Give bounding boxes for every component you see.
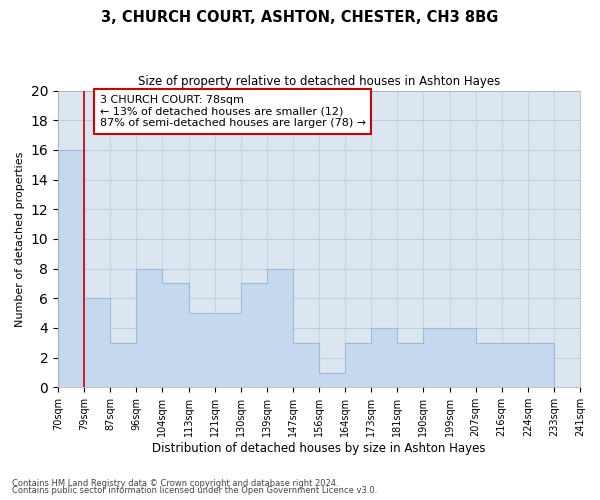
Text: Contains public sector information licensed under the Open Government Licence v3: Contains public sector information licen… xyxy=(12,486,377,495)
Text: Contains HM Land Registry data © Crown copyright and database right 2024.: Contains HM Land Registry data © Crown c… xyxy=(12,478,338,488)
Y-axis label: Number of detached properties: Number of detached properties xyxy=(15,152,25,326)
X-axis label: Distribution of detached houses by size in Ashton Hayes: Distribution of detached houses by size … xyxy=(152,442,486,455)
Text: 3, CHURCH COURT, ASHTON, CHESTER, CH3 8BG: 3, CHURCH COURT, ASHTON, CHESTER, CH3 8B… xyxy=(101,10,499,25)
Title: Size of property relative to detached houses in Ashton Hayes: Size of property relative to detached ho… xyxy=(138,75,500,88)
Text: 3 CHURCH COURT: 78sqm
← 13% of detached houses are smaller (12)
87% of semi-deta: 3 CHURCH COURT: 78sqm ← 13% of detached … xyxy=(100,95,366,128)
